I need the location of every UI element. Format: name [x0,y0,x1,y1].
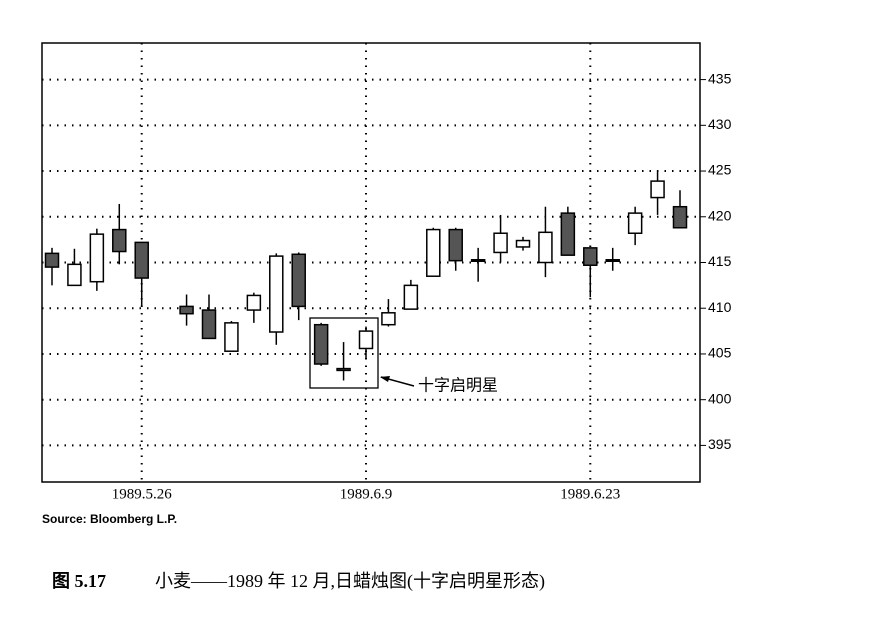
y-tick-label: 435 [708,70,732,86]
candle-body [291,253,306,308]
candle-body [583,247,598,266]
candle-body [426,228,441,277]
x-tick-label: 1989.5.26 [112,486,173,502]
arrow-head [380,376,390,382]
y-tick-label: 420 [708,207,732,223]
annotation: 十字启明星 [418,376,498,395]
x-tick-label: 1989.6.9 [340,486,393,502]
candle-body [67,263,82,287]
candle-body [515,239,531,248]
candle-body [403,284,419,310]
candle-body [246,294,262,311]
candle-body [493,232,508,254]
y-tick-label: 405 [708,345,732,361]
candle-body [448,228,463,262]
candle-body [627,212,643,234]
candle-body [224,322,239,352]
candle-body [201,309,217,340]
candle-body [470,259,486,263]
candle-body [44,252,60,268]
y-tick-label: 430 [708,116,732,132]
candle-body [313,323,329,365]
y-tick-label: 415 [708,253,732,269]
figure-number: 图 5.17 [52,571,106,591]
source: Source: Bloomberg L.P. [42,512,177,526]
candle-body [560,212,576,256]
caption: 小麦——1989 年 12 月,日蜡烛图(十字启明星形态) [155,571,545,592]
x-tick-label: 1989.6.23 [560,486,620,502]
candle-body [650,180,665,199]
candle-body [538,231,553,264]
y-tick-label: 410 [708,299,732,315]
y-tick-label: 400 [708,390,732,406]
candle-body [672,205,688,229]
candle-body [179,305,194,315]
candle-body [89,233,105,283]
y-tick-label: 425 [708,162,732,178]
candle-body [336,367,351,372]
highlight-box [309,317,379,389]
y-tick-label: 395 [708,436,732,452]
candle-body [381,312,396,326]
candle-body [112,228,127,253]
candle-body [605,259,620,263]
candle-body [269,255,284,333]
candle-body [358,330,374,350]
candle-body [134,241,149,279]
